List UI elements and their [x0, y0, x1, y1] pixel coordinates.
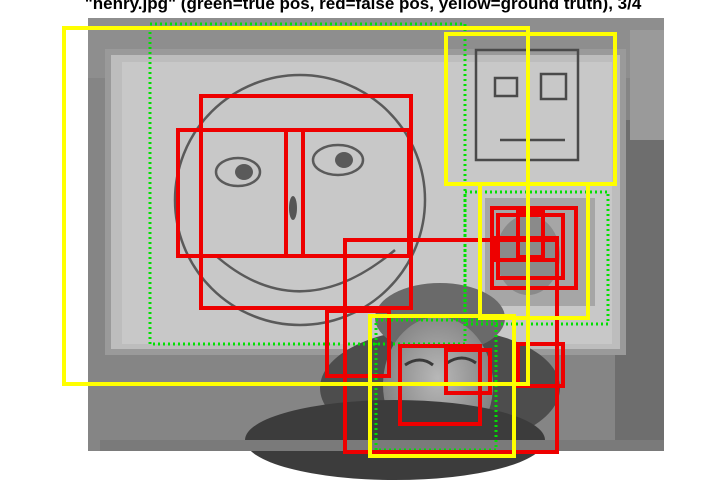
photo	[88, 18, 664, 480]
ground-truth-box	[62, 26, 530, 386]
false-positive-box	[516, 342, 565, 388]
false-positive-box	[284, 128, 305, 258]
false-positive-box	[325, 309, 391, 378]
false-positive-box	[496, 213, 565, 280]
ground-truth-boxes	[62, 26, 617, 458]
figure-title: "henry.jpg" (green=true pos, red=false p…	[84, 0, 642, 13]
false-positive-box	[490, 206, 578, 290]
false-positive-box	[444, 348, 492, 395]
ground-truth-box	[478, 182, 590, 320]
false-positive-boxes	[176, 94, 578, 454]
true-positive-box	[463, 190, 610, 326]
ground-truth-box	[368, 314, 516, 458]
false-positive-box	[516, 210, 545, 259]
